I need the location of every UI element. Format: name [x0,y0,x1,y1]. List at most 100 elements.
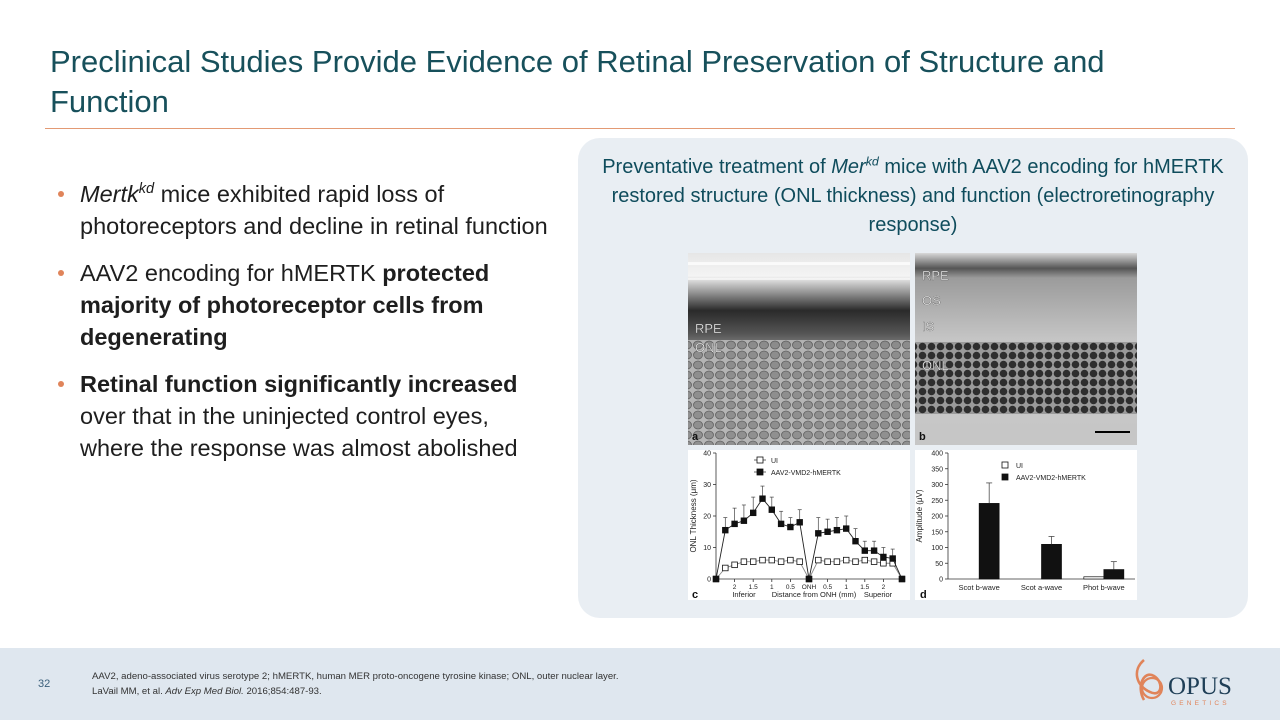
x-tick-label: 1 [770,584,774,591]
bullet: AAV2 encoding for hMERTK protected major… [58,257,550,353]
page-number: 32 [38,678,51,690]
cell-layer [688,340,910,445]
bullet: Retinal function significantly increased… [58,368,550,464]
x-tick-label: 2 [733,584,737,591]
data-point [722,526,729,534]
y-tick-label: 20 [703,514,711,521]
data-point [880,553,887,561]
panel-letter: a [692,431,699,443]
text-run: over that in the uninjected control eyes… [80,403,518,461]
layer-band [688,262,910,265]
text-run: LaVail MM, et al. [92,686,166,697]
bar [1041,543,1062,580]
micrograph-label: OS [922,293,941,308]
y-tick-label: 200 [931,514,943,521]
text-run: AAV2 encoding for hMERTK [80,260,383,286]
y-tick-label: 100 [931,545,943,552]
x-annotation: Inferior [732,590,756,599]
micrograph-label: ONL [695,340,722,355]
data-point [852,538,859,545]
y-tick-label: 50 [935,561,943,568]
nuclei-layer [915,342,1137,414]
data-point [768,506,775,513]
bar [1083,576,1105,580]
legend-label: UI [1016,463,1023,470]
text-run: protected majority of photoreceptor cell… [80,260,490,350]
legend-label: AAV2-VMD2-hMERTK [1016,475,1086,482]
slide-title: Preclinical Studies Provide Evidence of … [50,44,1105,119]
data-point [740,558,748,565]
x-tick-label: ONH [802,584,817,591]
text-run: Adv Exp Med Biol. [165,686,244,697]
x-tick-label: 1.5 [860,584,869,591]
data-point [815,530,822,537]
legend-label: UI [771,458,778,465]
y-tick-label: 0 [707,577,711,584]
legend-swatch [1001,473,1009,481]
data-point [731,520,738,528]
data-point [870,558,878,565]
data-point [759,495,766,502]
legend-swatch [1001,461,1009,469]
x-tick-label: 0.5 [786,584,795,591]
text-run: Preventative treatment of [602,156,832,178]
data-point [712,575,720,583]
data-point [722,564,729,572]
data-point [805,575,813,583]
legend-label: AAV2-VMD2-hMERTK [771,470,841,477]
data-point [843,525,850,532]
data-point [787,556,794,564]
panel-letter: c [692,589,698,601]
micrograph-label: RPE [922,268,949,283]
data-point [777,558,785,565]
x-tick-label: 2 [882,584,886,591]
y-tick-label: 300 [931,482,943,489]
layer-band [688,278,910,280]
y-tick-label: 400 [931,451,943,458]
text-run: AAV2, adeno-associated virus serotype 2;… [92,671,619,682]
data-point [815,556,822,564]
data-point [898,575,906,583]
text-run: kd [865,154,879,169]
panel-letter: b [919,431,926,443]
title-rule [45,128,1235,129]
logo: OPUS GENETICS [1135,659,1232,707]
data-point [889,555,896,562]
x-tick-label: Scot a-wave [1021,583,1062,592]
y-tick-label: 10 [703,545,711,552]
footnote: AAV2, adeno-associated virus serotype 2;… [92,671,619,682]
data-point [759,556,766,564]
x-tick-label: Phot b-wave [1083,583,1125,592]
data-point [824,558,831,565]
text-run: Mer [831,156,866,178]
text-run: Retinal function significantly increased [80,371,518,397]
x-annotation: Superior [864,590,893,599]
data-point [852,558,859,565]
text-run: mice exhibited rapid loss of photorecept… [80,181,548,239]
logo-sub: GENETICS [1171,700,1230,707]
data-point [833,526,841,534]
data-point [824,528,831,535]
data-point [861,556,868,564]
legend-swatch [756,468,764,476]
data-point [768,556,775,564]
y-tick-label: 0 [939,577,943,584]
data-point [731,561,738,569]
chart-d-background [915,450,1137,600]
data-point [740,517,748,524]
data-point [787,523,794,531]
logo-mark [1135,659,1162,701]
y-tick-label: 30 [703,482,711,489]
micrograph-label: IS [922,319,935,334]
data-point [796,519,803,526]
x-tick-label: 1 [844,584,848,591]
logo-mark [1140,676,1164,700]
panel-letter: d [920,589,927,601]
y-axis-label: Amplitude (μV) [915,489,924,542]
text-run: kd [138,181,155,198]
bullet: Mertkkd mice exhibited rapid loss of pho… [58,178,550,242]
micrograph-label: RPE [695,321,722,336]
cell-layer [915,414,1137,445]
text-run: Mertk [80,181,139,207]
